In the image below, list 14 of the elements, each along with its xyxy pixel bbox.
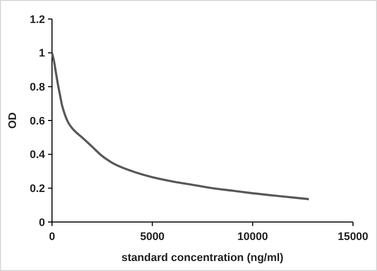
y-tick-label: 0.6 [30, 115, 45, 128]
x-tick-label: 5000 [140, 231, 165, 243]
x-tick-label: 0 [48, 231, 56, 243]
y-tick-label: 0.8 [30, 82, 45, 94]
y-axis-title: OD [7, 112, 19, 129]
y-tick-label: 0.2 [30, 183, 45, 196]
x-axis-title: standard concentration (ng/ml) [122, 252, 284, 264]
line-series [50, 52, 310, 200]
y-tick-label: 0.4 [30, 149, 46, 162]
y-tick-label: 1 [38, 48, 45, 60]
y-tick-label: 0 [38, 216, 45, 229]
y-tick-label: 1.2 [30, 14, 45, 26]
x-tick-label: 15000 [338, 231, 368, 243]
x-tick-label: 10000 [237, 231, 268, 243]
